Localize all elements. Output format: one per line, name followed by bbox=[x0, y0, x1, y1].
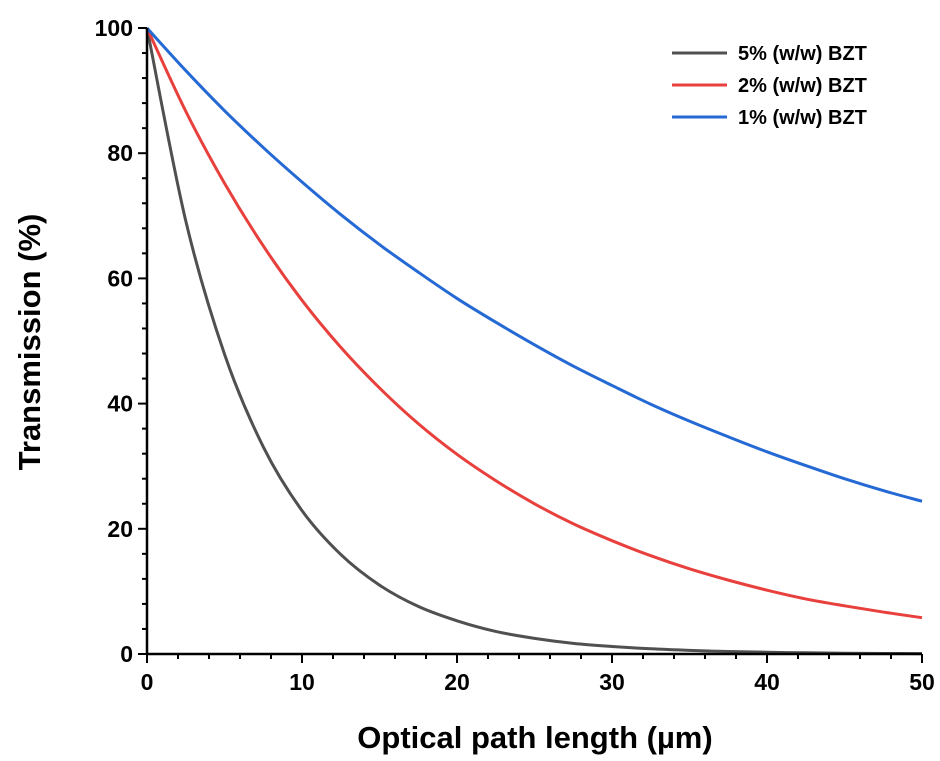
x-tick-label: 50 bbox=[909, 669, 935, 695]
x-tick-label: 20 bbox=[444, 669, 470, 695]
y-tick-label: 100 bbox=[95, 15, 133, 41]
legend-label: 5% (w/w) BZT bbox=[738, 43, 867, 65]
ticks bbox=[138, 27, 923, 663]
series-line-3 bbox=[145, 26, 923, 503]
series-line-2 bbox=[145, 27, 923, 620]
x-tick-label: 40 bbox=[754, 669, 780, 695]
series-line-1 bbox=[145, 27, 923, 656]
legend-item: 5% (w/w) BZT bbox=[672, 43, 867, 65]
legend-item: 2% (w/w) BZT bbox=[672, 75, 867, 97]
x-tick-label: 0 bbox=[141, 669, 154, 695]
y-tick-label: 20 bbox=[107, 516, 133, 542]
tick-labels: 0 10 20 30 40 50 0 20 40 60 80 100 bbox=[95, 15, 935, 695]
y-tick-label: 80 bbox=[107, 140, 133, 166]
x-tick-label: 30 bbox=[599, 669, 625, 695]
legend-label: 1% (w/w) BZT bbox=[738, 107, 867, 129]
legend-item: 1% (w/w) BZT bbox=[672, 107, 867, 129]
x-axis-title: Optical path length (µm) bbox=[357, 720, 712, 755]
axes bbox=[145, 28, 922, 656]
y-tick-label: 0 bbox=[120, 641, 133, 667]
legend-label: 2% (w/w) BZT bbox=[738, 75, 867, 97]
x-tick-label: 10 bbox=[289, 669, 315, 695]
y-tick-label: 60 bbox=[107, 265, 133, 291]
y-axis-title: Transmission (%) bbox=[12, 214, 47, 471]
y-tick-label: 40 bbox=[107, 391, 133, 417]
legend: 5% (w/w) BZT 2% (w/w) BZT 1% (w/w) BZT bbox=[672, 43, 867, 129]
plot-lines bbox=[145, 26, 923, 656]
